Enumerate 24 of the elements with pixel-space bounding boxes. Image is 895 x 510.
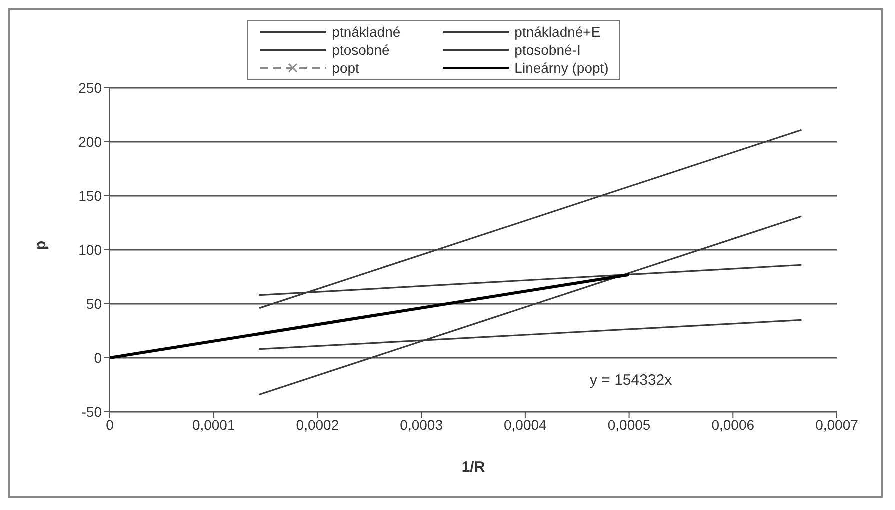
- y-tick-label: 150: [78, 188, 102, 204]
- x-tick-label: 0,0001: [192, 416, 236, 433]
- annotation: y = 154332x: [590, 372, 672, 389]
- y-tick-label: 200: [78, 134, 102, 150]
- x-tick-label: 0,0002: [296, 416, 340, 433]
- x-tick-label: 0,0005: [608, 416, 651, 433]
- legend-label: Lineárny (popt): [514, 60, 609, 76]
- legend-label: popt: [332, 60, 360, 76]
- y-tick-label: 0: [94, 350, 102, 366]
- legend-label: ptosobné-I: [514, 42, 581, 58]
- y-tick-label: -50: [82, 404, 102, 420]
- x-axis-title: 1/R: [462, 459, 486, 476]
- legend-label: ptnákladné: [332, 24, 401, 40]
- y-tick-label: 250: [78, 80, 102, 96]
- x-tick-label: 0: [106, 416, 114, 433]
- x-tick-label: 0,0004: [504, 416, 548, 433]
- y-axis-title: p: [32, 240, 50, 250]
- x-tick-label: 0,0007: [816, 416, 859, 433]
- x-tick-label: 0,0003: [400, 416, 444, 433]
- y-tick-label: 50: [86, 296, 102, 312]
- x-tick-label: 0,0006: [712, 416, 755, 433]
- legend-label: ptosobné: [332, 42, 390, 58]
- legend-label: ptnákladné+E: [514, 24, 601, 40]
- y-tick-label: 100: [78, 242, 102, 258]
